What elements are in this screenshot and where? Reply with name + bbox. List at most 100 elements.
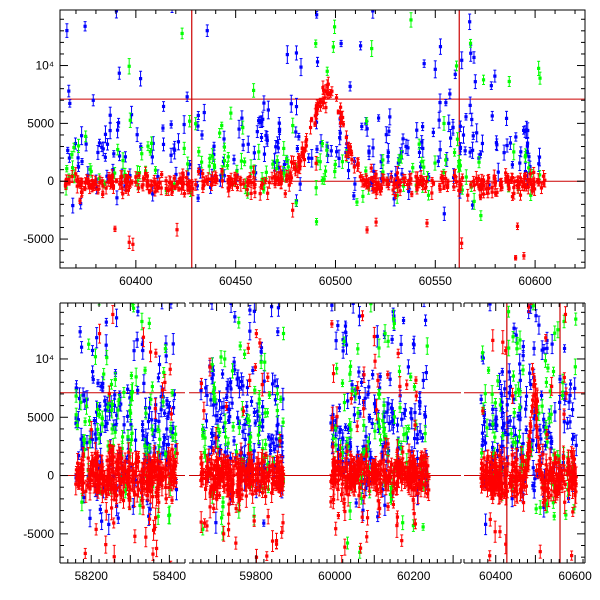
blue-point <box>136 309 140 314</box>
red-point <box>524 174 528 178</box>
blue-point <box>510 163 515 167</box>
green-point <box>411 166 415 170</box>
red-point <box>220 169 224 173</box>
blue-point <box>164 342 168 346</box>
green-point <box>472 199 476 203</box>
red-point <box>279 174 283 178</box>
blue-point <box>212 144 216 148</box>
red-point <box>74 172 78 176</box>
red-point <box>145 180 149 184</box>
blue-point <box>107 409 112 413</box>
red-point <box>182 192 187 196</box>
red-point <box>532 170 536 174</box>
red-point <box>280 177 284 181</box>
red-point <box>190 180 194 185</box>
blue-point <box>76 454 81 458</box>
green-point <box>260 177 264 181</box>
red-point <box>410 192 414 196</box>
red-point <box>101 184 105 188</box>
green-point <box>241 125 245 130</box>
blue-point <box>294 104 299 109</box>
red-point <box>300 151 304 156</box>
green-point <box>320 142 324 146</box>
blue-point <box>170 5 173 8</box>
red-point <box>297 160 302 164</box>
blue-point <box>128 396 132 400</box>
blue-point <box>258 120 262 124</box>
blue-point <box>154 418 158 423</box>
blue-point <box>212 152 216 157</box>
blue-point <box>371 10 375 13</box>
red-point <box>164 179 168 183</box>
red-point <box>366 184 370 189</box>
blue-point <box>346 149 350 153</box>
green-point <box>105 355 109 360</box>
red-point <box>235 185 240 190</box>
blue-point <box>112 423 116 427</box>
blue-point <box>74 422 78 426</box>
red-point <box>458 180 462 185</box>
blue-point <box>436 159 440 163</box>
green-point <box>102 372 106 376</box>
blue-point <box>262 101 266 105</box>
blue-point <box>241 143 245 147</box>
red-point <box>288 171 292 175</box>
red-point <box>168 367 172 371</box>
top-y-tick-label: 5000 <box>27 116 54 130</box>
red-point <box>75 184 79 188</box>
blue-point <box>174 488 179 492</box>
green-point <box>106 405 110 409</box>
blue-point <box>79 345 84 349</box>
blue-point <box>103 155 107 159</box>
green-point <box>83 447 87 452</box>
green-point <box>129 373 134 378</box>
red-point <box>518 193 523 197</box>
green-point <box>72 174 76 178</box>
blue-point <box>91 377 95 382</box>
red-point <box>361 177 365 181</box>
red-point <box>177 179 181 183</box>
blue-point <box>126 414 130 418</box>
blue-point <box>496 170 500 174</box>
blue-point <box>252 151 256 155</box>
blue-point <box>169 303 173 305</box>
blue-point <box>165 427 169 431</box>
red-point <box>127 184 132 188</box>
red-point <box>398 189 402 193</box>
green-point <box>444 158 448 162</box>
top-y-tick-label: 10⁴ <box>35 59 54 73</box>
green-point <box>116 147 120 152</box>
red-point <box>442 185 446 189</box>
red-point <box>365 228 369 232</box>
red-point <box>482 192 486 196</box>
red-point <box>392 181 397 185</box>
green-point <box>126 435 130 439</box>
red-point <box>478 188 482 192</box>
red-point <box>477 185 481 189</box>
red-point <box>394 194 398 198</box>
green-point <box>127 64 131 68</box>
blue-point <box>266 108 270 112</box>
red-point <box>422 178 426 182</box>
red-point <box>233 178 237 182</box>
red-point <box>111 184 116 188</box>
red-point <box>506 183 510 187</box>
blue-point <box>275 140 280 144</box>
blue-point <box>518 161 522 165</box>
green-point <box>314 41 318 46</box>
red-point <box>327 93 331 97</box>
green-point <box>113 171 117 175</box>
top-y-tick-label: 0 <box>47 174 54 188</box>
green-point <box>148 150 152 154</box>
blue-point <box>255 130 259 134</box>
red-point <box>88 185 92 189</box>
green-point <box>110 408 114 412</box>
red-point <box>379 186 384 190</box>
green-point <box>88 167 92 171</box>
green-point <box>322 177 326 181</box>
blue-point <box>150 418 154 422</box>
red-point <box>458 185 462 189</box>
blue-point <box>376 116 381 120</box>
top-x-tick-label: 60400 <box>119 274 153 288</box>
red-point <box>403 176 407 180</box>
